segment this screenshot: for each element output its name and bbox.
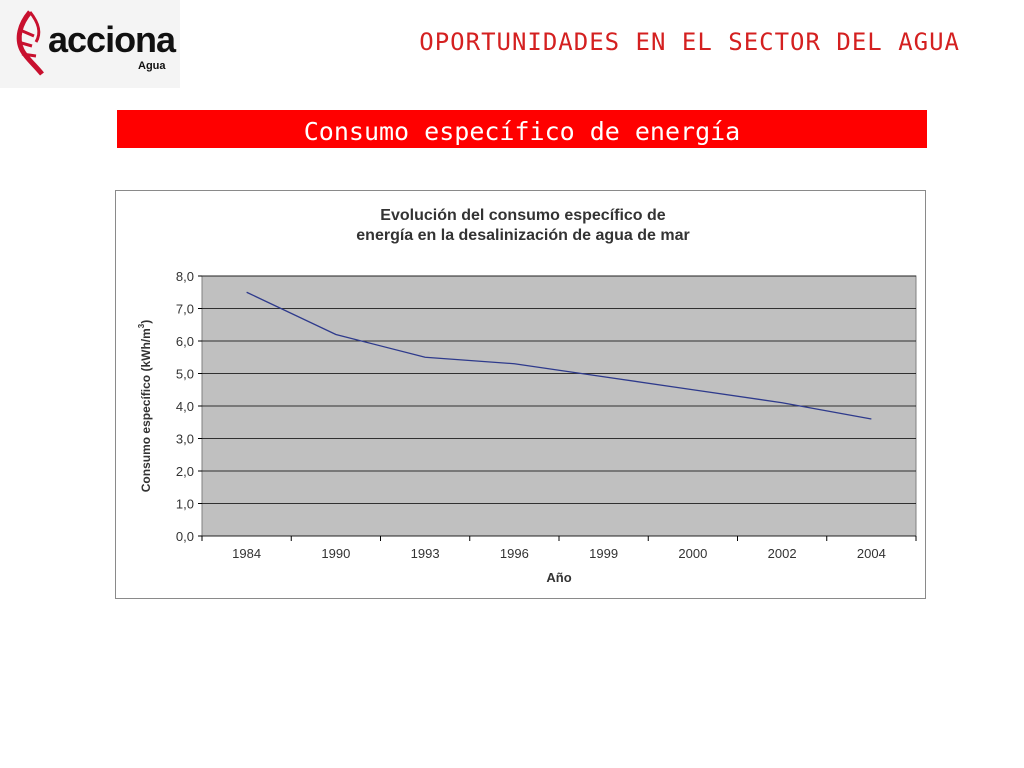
x-tick-label: 2000	[678, 546, 707, 561]
chart-title-line-1: Evolución del consumo específico de	[380, 207, 666, 224]
y-tick-label: 1,0	[176, 497, 194, 512]
y-tick-label: 7,0	[176, 302, 194, 317]
y-tick-label: 5,0	[176, 367, 194, 382]
line-chart: Evolución del consumo específico de ener…	[137, 207, 917, 585]
logo-division: Agua	[138, 60, 166, 72]
x-axis-label: Año	[546, 570, 571, 585]
x-tick-label: 1996	[500, 546, 529, 561]
x-tick-label: 2002	[768, 546, 797, 561]
x-tick-label: 1993	[411, 546, 440, 561]
y-tick-label: 4,0	[176, 399, 194, 414]
logo: acciona Agua	[0, 0, 180, 88]
x-tick-label: 1984	[232, 546, 261, 561]
x-tick-label: 2004	[857, 546, 886, 561]
chart-frame: Evolución del consumo específico de ener…	[115, 190, 926, 599]
x-tick-label: 1999	[589, 546, 618, 561]
x-tick-labels: 1984 1990 1993 1996 1999 2000 2002 2004	[201, 536, 917, 561]
section-banner: Consumo específico de energía	[117, 110, 927, 148]
y-axis-label-main: Consumo específico (kWh/m	[139, 328, 153, 492]
banner-title: Consumo específico de energía	[303, 117, 741, 146]
y-axis-label-sup: 3	[137, 323, 146, 328]
y-tick-label: 8,0	[176, 269, 194, 284]
acciona-leaf-icon	[16, 10, 44, 76]
y-tick-labels: 0,0 1,0 2,0 3,0 4,0 5,0 6,0 7,0 8,0	[176, 269, 194, 544]
y-tick-label: 0,0	[176, 529, 194, 544]
y-tick-label: 6,0	[176, 334, 194, 349]
y-axis-label: Consumo específico (kWh/m3)	[137, 320, 153, 492]
page-title: OPORTUNIDADES EN EL SECTOR DEL AGUA	[419, 28, 960, 56]
y-tick-label: 3,0	[176, 432, 194, 447]
x-tick-label: 1990	[321, 546, 350, 561]
series-line	[246, 291, 872, 420]
y-axis-label-close: )	[139, 320, 153, 324]
chart-title-line-2: energía en la desalinización de agua de …	[356, 227, 689, 244]
logo-brand: acciona	[48, 19, 176, 60]
y-tick-label: 2,0	[176, 464, 194, 479]
